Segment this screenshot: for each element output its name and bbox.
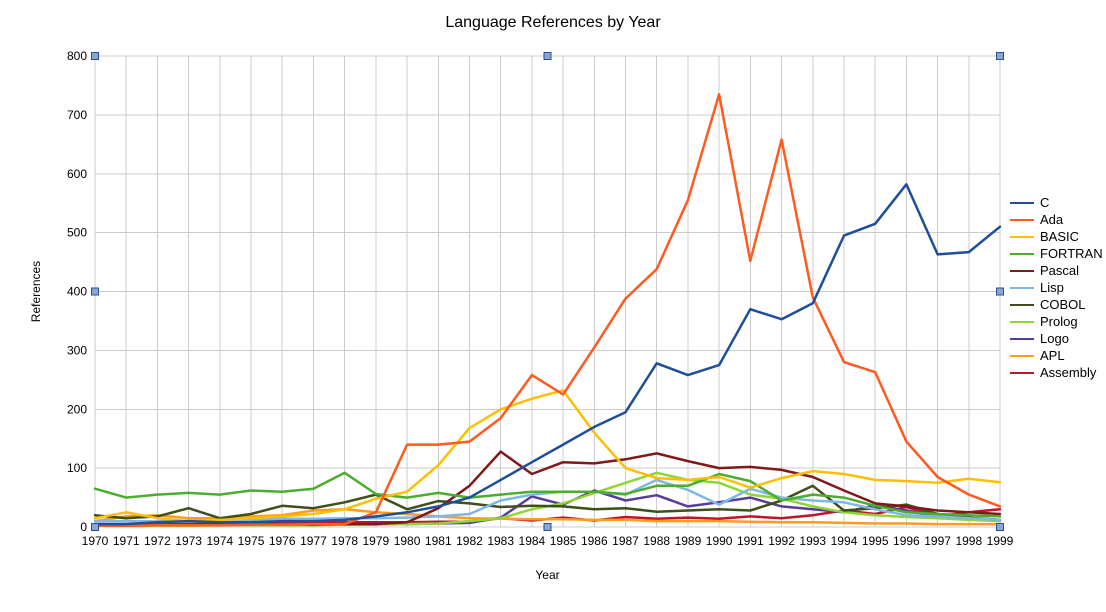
x-tick-label: 1991 [737, 534, 764, 548]
selection-handle[interactable] [997, 288, 1004, 295]
x-tick-label: 1998 [955, 534, 982, 548]
x-tick-label: 1970 [82, 534, 109, 548]
x-tick-label: 1985 [550, 534, 577, 548]
legend-swatch [1010, 202, 1034, 204]
legend-swatch [1010, 304, 1034, 306]
y-tick-label: 500 [67, 226, 87, 240]
legend-swatch [1010, 338, 1034, 340]
x-tick-label: 1972 [144, 534, 171, 548]
y-tick-label: 200 [67, 402, 87, 416]
y-tick-label: 800 [67, 49, 87, 63]
legend-label: Ada [1040, 212, 1063, 227]
x-tick-label: 1976 [269, 534, 296, 548]
legend-swatch [1010, 253, 1034, 255]
x-tick-label: 1980 [394, 534, 421, 548]
x-tick-label: 1973 [175, 534, 202, 548]
x-tick-label: 1992 [768, 534, 795, 548]
x-tick-label: 1982 [456, 534, 483, 548]
x-tick-label: 1995 [862, 534, 889, 548]
legend-item[interactable]: Assembly [1010, 365, 1103, 380]
legend-item[interactable]: Logo [1010, 331, 1103, 346]
legend-label: APL [1040, 348, 1065, 363]
legend-swatch [1010, 355, 1034, 357]
legend-item[interactable]: Ada [1010, 212, 1103, 227]
selection-handle[interactable] [997, 524, 1004, 531]
x-tick-label: 1987 [612, 534, 639, 548]
x-tick-label: 1986 [581, 534, 608, 548]
x-tick-label: 1999 [987, 534, 1014, 548]
x-tick-label: 1989 [675, 534, 702, 548]
legend-item[interactable]: COBOL [1010, 297, 1103, 312]
selection-handle[interactable] [544, 53, 551, 60]
legend-label: Logo [1040, 331, 1069, 346]
legend-label: BASIC [1040, 229, 1079, 244]
x-tick-label: 1984 [519, 534, 546, 548]
legend-label: Pascal [1040, 263, 1079, 278]
legend-label: Assembly [1040, 365, 1096, 380]
y-tick-label: 700 [67, 108, 87, 122]
legend-swatch [1010, 219, 1034, 221]
legend-label: C [1040, 195, 1049, 210]
series-line [95, 94, 1000, 526]
x-tick-label: 1996 [893, 534, 920, 548]
legend-item[interactable]: Lisp [1010, 280, 1103, 295]
x-axis-title: Year [535, 568, 559, 582]
x-tick-label: 1978 [331, 534, 358, 548]
legend-swatch [1010, 321, 1034, 323]
legend-item[interactable]: C [1010, 195, 1103, 210]
series-line [95, 184, 1000, 524]
legend-swatch [1010, 372, 1034, 374]
legend-label: Lisp [1040, 280, 1064, 295]
selection-handle[interactable] [92, 524, 99, 531]
selection-handle[interactable] [997, 53, 1004, 60]
legend-item[interactable]: FORTRAN [1010, 246, 1103, 261]
x-tick-label: 1988 [643, 534, 670, 548]
legend-label: COBOL [1040, 297, 1086, 312]
x-tick-label: 1990 [706, 534, 733, 548]
x-tick-label: 1977 [300, 534, 327, 548]
legend-item[interactable]: BASIC [1010, 229, 1103, 244]
selection-handle[interactable] [544, 524, 551, 531]
legend: C Ada BASIC FORTRAN Pascal Lisp COBOL Prolog Log… [1010, 195, 1103, 382]
x-tick-label: 1997 [924, 534, 951, 548]
x-tick-label: 1979 [363, 534, 390, 548]
y-tick-label: 400 [67, 285, 87, 299]
legend-swatch [1010, 287, 1034, 289]
legend-item[interactable]: APL [1010, 348, 1103, 363]
x-tick-label: 1983 [487, 534, 514, 548]
legend-swatch [1010, 270, 1034, 272]
x-tick-label: 1975 [238, 534, 265, 548]
y-tick-label: 600 [67, 167, 87, 181]
selection-handle[interactable] [92, 288, 99, 295]
chart-container: Language References by Year 010020030040… [0, 0, 1106, 612]
x-tick-label: 1993 [799, 534, 826, 548]
y-tick-label: 0 [80, 520, 87, 534]
y-tick-label: 100 [67, 461, 87, 475]
legend-label: Prolog [1040, 314, 1078, 329]
x-tick-label: 1971 [113, 534, 140, 548]
legend-item[interactable]: Pascal [1010, 263, 1103, 278]
x-tick-label: 1974 [206, 534, 233, 548]
y-axis-title: References [29, 261, 43, 322]
x-tick-label: 1994 [831, 534, 858, 548]
legend-item[interactable]: Prolog [1010, 314, 1103, 329]
legend-label: FORTRAN [1040, 246, 1103, 261]
selection-handle[interactable] [92, 53, 99, 60]
y-tick-label: 300 [67, 343, 87, 357]
legend-swatch [1010, 236, 1034, 238]
plot-area: 0 100 200 300 400 500 600 700 800 1970 1971 1972 197… [0, 0, 1106, 612]
x-tick-label: 1981 [425, 534, 452, 548]
